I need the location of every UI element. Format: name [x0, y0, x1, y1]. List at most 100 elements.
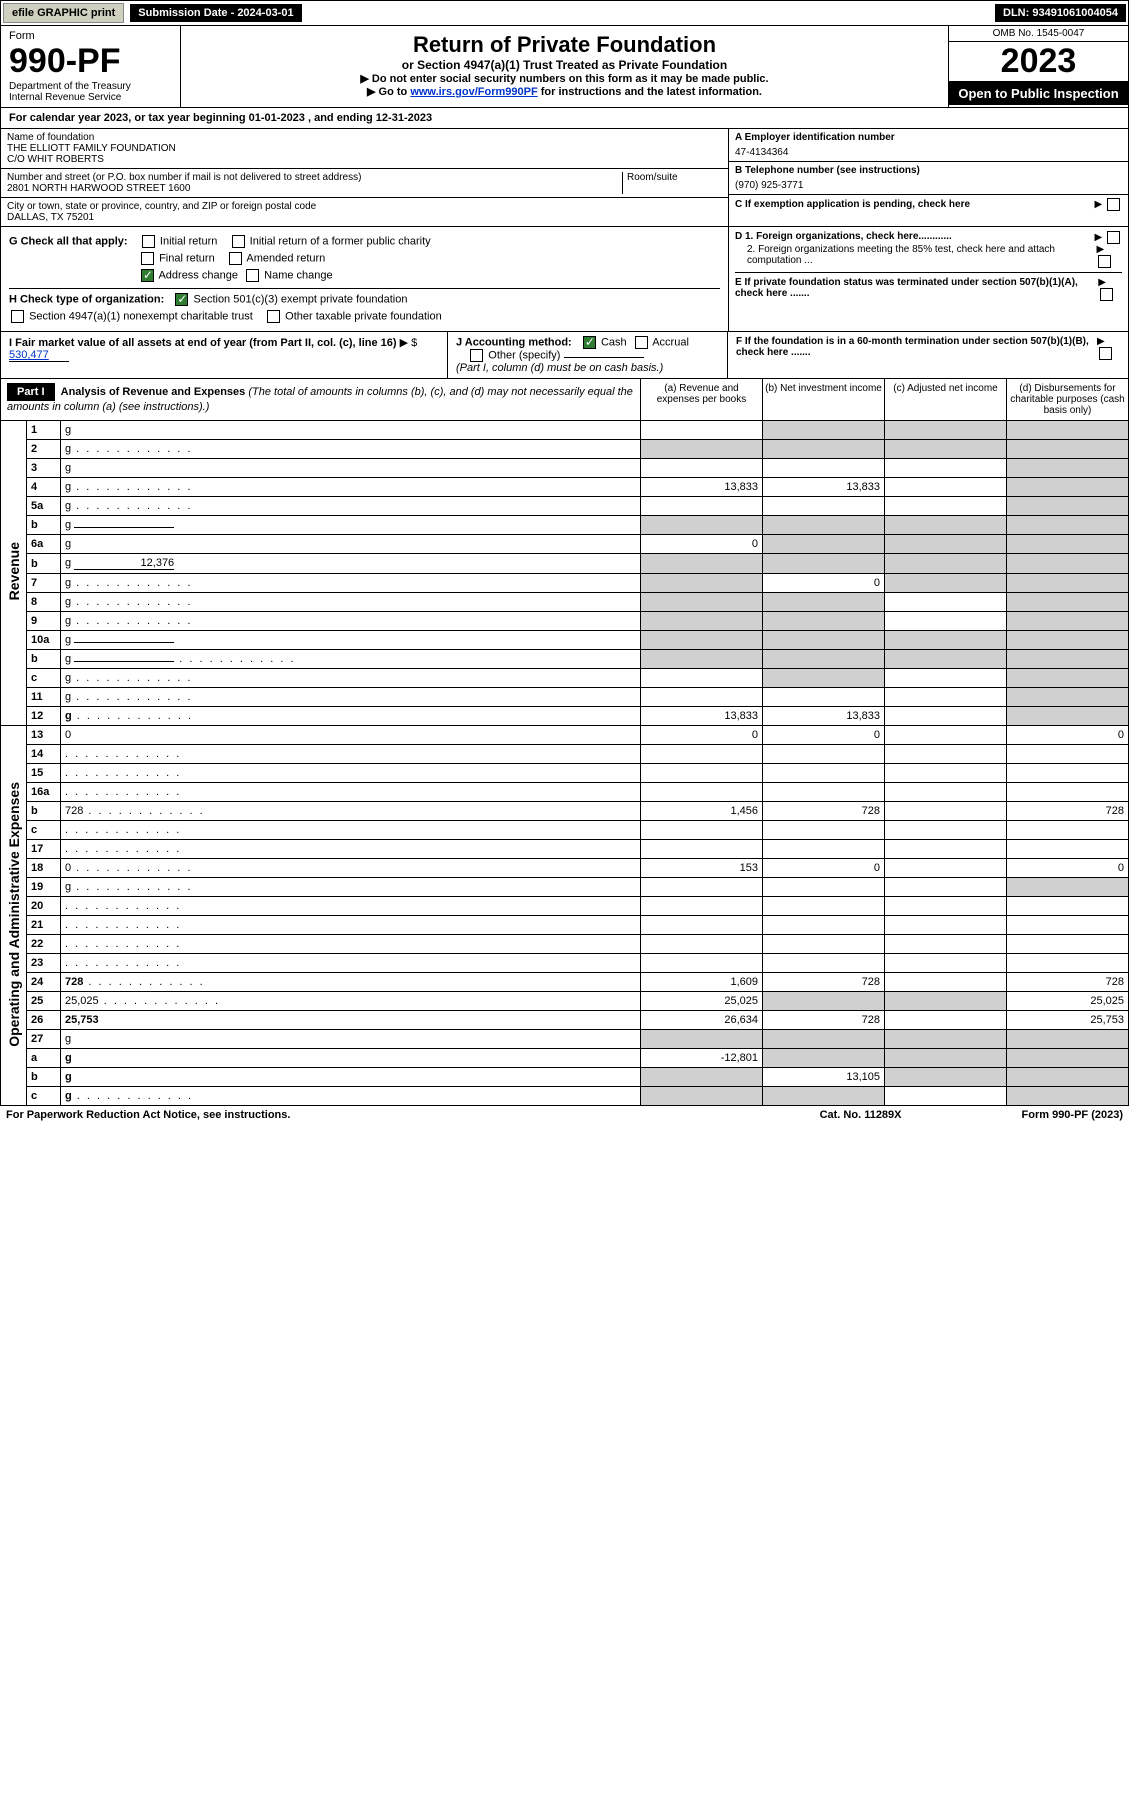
row-col-c [885, 631, 1007, 650]
h-501c3-label: Section 501(c)(3) exempt private foundat… [193, 293, 407, 305]
instruction-2: ▶ Go to www.irs.gov/Form990PF for instru… [193, 85, 936, 98]
omb-number: OMB No. 1545-0047 [949, 26, 1128, 42]
row-num: b [27, 802, 61, 821]
row-col-c [885, 554, 1007, 574]
address-change-checkbox[interactable] [141, 269, 154, 282]
row-col-c [885, 1087, 1007, 1106]
h-other-checkbox[interactable] [267, 310, 280, 323]
row-col-c [885, 783, 1007, 802]
amended-return-checkbox[interactable] [229, 252, 242, 265]
row-col-d [1007, 745, 1129, 764]
h-label: H Check type of organization: [9, 293, 164, 305]
j-other-input[interactable] [564, 357, 644, 358]
row-col-c [885, 897, 1007, 916]
row-col-b [763, 459, 885, 478]
row-col-a [641, 1068, 763, 1087]
row-col-d [1007, 421, 1129, 440]
final-return-checkbox[interactable] [141, 252, 154, 265]
h-4947-label: Section 4947(a)(1) nonexempt charitable … [29, 310, 253, 322]
row-col-b [763, 497, 885, 516]
name-change-checkbox[interactable] [246, 269, 259, 282]
row-col-c [885, 535, 1007, 554]
row-col-b [763, 935, 885, 954]
row-num: a [27, 1049, 61, 1068]
efile-print-button[interactable]: efile GRAPHIC print [3, 3, 124, 23]
c-checkbox[interactable] [1107, 198, 1120, 211]
row-col-a [641, 1087, 763, 1106]
form990pf-link[interactable]: www.irs.gov/Form990PF [410, 86, 537, 98]
row-col-a: 13,833 [641, 478, 763, 497]
row-desc: g [61, 669, 641, 688]
form-label: Form [9, 30, 172, 42]
address-change-label: Address change [158, 269, 238, 281]
row-desc [61, 954, 641, 973]
row-num: 18 [27, 859, 61, 878]
row-col-a [641, 821, 763, 840]
row-col-b [763, 421, 885, 440]
d2-checkbox[interactable] [1098, 255, 1111, 268]
j-accrual-checkbox[interactable] [635, 336, 648, 349]
row-col-c [885, 516, 1007, 535]
row-desc: g [61, 440, 641, 459]
f-checkbox[interactable] [1099, 347, 1112, 360]
h-501c3-checkbox[interactable] [175, 293, 188, 306]
j-cash-checkbox[interactable] [583, 336, 596, 349]
row-col-b [763, 593, 885, 612]
f-block: F If the foundation is in a 60-month ter… [728, 332, 1128, 378]
row-col-a [641, 593, 763, 612]
d1-checkbox[interactable] [1107, 231, 1120, 244]
row-num: 27 [27, 1030, 61, 1049]
initial-former-checkbox[interactable] [232, 235, 245, 248]
c-row: C If exemption application is pending, c… [729, 195, 1128, 214]
row-col-c [885, 1030, 1007, 1049]
g-h-block: G Check all that apply: Initial return I… [1, 227, 728, 331]
initial-return-checkbox[interactable] [142, 235, 155, 248]
row-num: 24 [27, 973, 61, 992]
row-col-b [763, 783, 885, 802]
row-col-d [1007, 764, 1129, 783]
row-col-b [763, 1049, 885, 1068]
row-col-b [763, 954, 885, 973]
row-col-a [641, 669, 763, 688]
row-col-d: 728 [1007, 802, 1129, 821]
row-desc [61, 764, 641, 783]
j-label: J Accounting method: [456, 336, 572, 348]
fmv-value-link[interactable]: 530,477 [9, 349, 69, 362]
row-col-a: 0 [641, 726, 763, 745]
row-num: 8 [27, 593, 61, 612]
row-col-a: 1,456 [641, 802, 763, 821]
row-col-a [641, 497, 763, 516]
row-col-b [763, 1087, 885, 1106]
row-desc: g [61, 650, 641, 669]
e-checkbox[interactable] [1100, 288, 1113, 301]
row-desc: g [61, 1030, 641, 1049]
tax-year: 2023 [949, 42, 1128, 82]
row-col-c [885, 802, 1007, 821]
row-col-b [763, 745, 885, 764]
row-desc [61, 783, 641, 802]
j-other-checkbox[interactable] [470, 349, 483, 362]
initial-former-label: Initial return of a former public charit… [250, 235, 431, 247]
row-col-d [1007, 440, 1129, 459]
row-col-b [763, 650, 885, 669]
row-desc: 728 [61, 973, 641, 992]
row-col-b [763, 535, 885, 554]
row-col-d [1007, 535, 1129, 554]
row-col-d [1007, 707, 1129, 726]
submission-date: Submission Date - 2024-03-01 [130, 4, 301, 22]
city-row: City or town, state or province, country… [1, 198, 728, 226]
row-desc: g [61, 478, 641, 497]
row-col-b [763, 631, 885, 650]
row-col-d [1007, 1030, 1129, 1049]
row-col-d [1007, 1068, 1129, 1087]
h-4947-checkbox[interactable] [11, 310, 24, 323]
i-label: I Fair market value of all assets at end… [9, 337, 397, 349]
ein-row: A Employer identification number 47-4134… [729, 129, 1128, 162]
row-num: b [27, 1068, 61, 1087]
form-id-box: Form 990-PF Department of the Treasury I… [1, 26, 181, 107]
row-col-b: 13,833 [763, 478, 885, 497]
row-desc: g [61, 1087, 641, 1106]
row-col-a [641, 421, 763, 440]
instruction-1: ▶ Do not enter social security numbers o… [193, 72, 936, 85]
row-num: 19 [27, 878, 61, 897]
